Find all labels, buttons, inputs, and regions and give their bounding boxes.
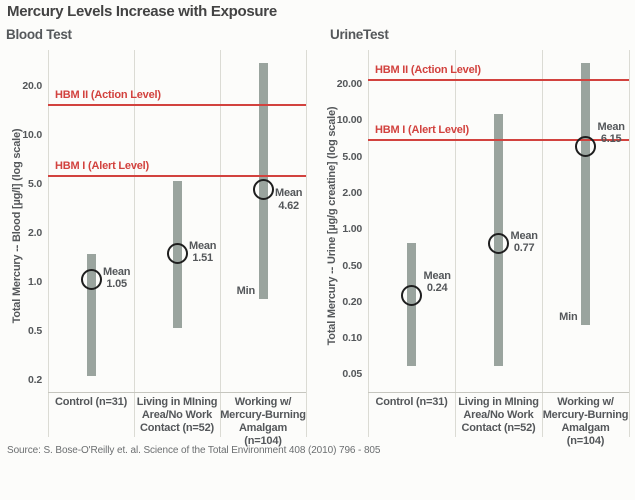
reference-line xyxy=(48,104,306,107)
y-tick-label: 20.0 xyxy=(22,80,42,92)
reference-line xyxy=(368,79,629,81)
category-label: Control (n=31) xyxy=(375,396,448,408)
category-label: Working w/ Mercury-Burning Amalgam (n=10… xyxy=(542,396,629,447)
gridline xyxy=(455,50,456,437)
mean-circle xyxy=(252,178,274,200)
gridline xyxy=(220,50,221,437)
y-tick-label: 0.05 xyxy=(342,368,362,381)
chart-title: Mercury Levels Increase with Exposure xyxy=(7,3,277,20)
reference-line-label: HBM I (Alert Level) xyxy=(55,159,149,172)
panel-title-urine: UrineTest xyxy=(330,27,389,42)
reference-line-label: HBM I (Alert Level) xyxy=(375,123,469,136)
gridline xyxy=(48,50,49,437)
category-label: Living in MIning Area/No Work Contact (n… xyxy=(458,396,539,434)
source-citation: Source: S. Bose-O'Reilly et. al. Science… xyxy=(7,445,381,456)
y-tick-label: 0.10 xyxy=(342,332,362,345)
y-axis-title-blood: Total Mercury -- Blood [µg/l] (log scale… xyxy=(11,128,23,324)
category-label: Living in MIning Area/No Work Contact (n… xyxy=(136,396,218,434)
mean-label: Mean 0.77 xyxy=(510,229,539,255)
mean-circle xyxy=(166,243,188,265)
range-bar xyxy=(86,254,96,376)
y-tick-label: 10.0 xyxy=(22,129,42,141)
x-axis-line xyxy=(368,392,629,393)
mean-circle xyxy=(488,233,509,255)
y-tick-label: 5.0 xyxy=(28,178,42,190)
reference-line xyxy=(368,138,629,141)
y-tick-label: 0.5 xyxy=(28,325,42,337)
gridline xyxy=(134,50,135,437)
y-tick-label: 5.00 xyxy=(342,150,362,163)
y-tick-label: 0.20 xyxy=(342,295,362,308)
category-label: Control (n=31) xyxy=(54,396,128,408)
mean-label: Mean 1.51 xyxy=(189,239,217,265)
category-label: Working w/ Mercury-Burning Amalgam (n=10… xyxy=(220,396,306,447)
reference-line-label: HBM II (Action Level) xyxy=(55,89,161,102)
mean-label: Mean 0.24 xyxy=(423,269,452,295)
x-axis-line xyxy=(48,392,306,393)
mean-circle xyxy=(80,269,102,291)
gridline xyxy=(306,50,307,437)
y-tick-label: 0.2 xyxy=(28,374,42,386)
gridline xyxy=(629,50,630,437)
y-tick-label: 1.0 xyxy=(28,276,42,288)
gridline xyxy=(542,50,543,437)
min-label: Min xyxy=(236,284,256,297)
mean-label: Mean 6.15 xyxy=(597,120,626,146)
min-label: Min xyxy=(559,311,578,324)
y-tick-label: 1.00 xyxy=(342,223,362,236)
range-bar xyxy=(581,63,590,326)
mean-label: Mean 1.05 xyxy=(103,265,131,291)
y-tick-label: 2.00 xyxy=(342,186,362,199)
panel-title-blood: Blood Test xyxy=(6,27,72,42)
y-tick-label: 0.50 xyxy=(342,259,362,272)
y-tick-label: 10.00 xyxy=(336,114,362,127)
gridline xyxy=(368,50,369,437)
reference-line xyxy=(48,174,306,177)
mean-circle xyxy=(575,136,596,158)
mean-label: Mean 4.62 xyxy=(275,187,303,212)
reference-line-label: HBM II (Action Level) xyxy=(375,64,481,76)
y-tick-label: 2.0 xyxy=(28,227,42,239)
mean-circle xyxy=(401,285,422,307)
y-tick-label: 20.00 xyxy=(336,78,362,90)
